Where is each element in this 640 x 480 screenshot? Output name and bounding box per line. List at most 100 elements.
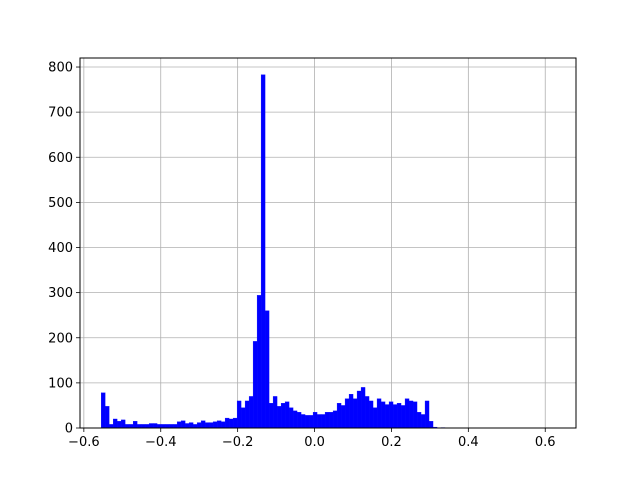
histogram-bar: [292, 410, 298, 429]
histogram-bar: [336, 403, 342, 429]
y-tick-label: 300: [48, 286, 73, 301]
histogram-bar: [184, 423, 190, 429]
histogram-bar: [216, 420, 222, 429]
histogram-bar: [196, 422, 202, 429]
histogram-bar: [232, 417, 238, 429]
plot-frame: [79, 57, 577, 429]
histogram-bar: [328, 412, 334, 429]
histogram-bar: [144, 424, 150, 429]
histogram-bar: [268, 403, 274, 429]
histogram-bar: [164, 424, 170, 429]
histogram-bars: [100, 74, 446, 429]
y-axis: 0 100 200 300 400 500 600 700 800: [48, 61, 80, 437]
histogram-bar: [100, 392, 106, 429]
plot-area: [80, 58, 576, 428]
histogram-bar: [304, 415, 310, 429]
x-tick-label: −0.4: [145, 435, 177, 450]
histogram-bar: [396, 403, 402, 429]
histogram-bar: [224, 417, 230, 429]
histogram-bar: [168, 424, 174, 429]
histogram-bar: [180, 420, 186, 429]
x-tick-label: 0.0: [304, 435, 325, 450]
histogram-bar: [252, 341, 258, 429]
histogram-bar: [344, 398, 350, 429]
histogram-bar: [240, 407, 246, 429]
histogram-bar: [296, 412, 302, 429]
histogram-bar: [104, 406, 110, 429]
histogram-bar: [400, 405, 406, 429]
histogram-bar: [152, 423, 158, 429]
y-tick-label: 600: [48, 151, 73, 166]
histogram-bar: [412, 401, 418, 429]
histogram-bar: [124, 424, 130, 429]
histogram-bar: [300, 414, 306, 429]
histogram-bar: [132, 421, 138, 429]
histogram-bar: [352, 398, 358, 429]
histogram-bar: [120, 419, 126, 429]
x-tick-label: 0.2: [381, 435, 402, 450]
histogram-bar: [404, 398, 410, 429]
histogram-bar: [288, 407, 294, 429]
histogram-bar: [388, 401, 394, 429]
histogram-bar: [284, 401, 290, 429]
histogram-bar: [264, 310, 270, 429]
histogram-bar: [176, 421, 182, 429]
histogram-bar: [316, 414, 322, 429]
histogram-bar: [320, 414, 326, 429]
x-tick-label: 0.4: [458, 435, 479, 450]
histogram-bar: [220, 421, 226, 429]
y-tick-label: 800: [48, 61, 73, 76]
histogram-bar: [420, 414, 426, 429]
histogram-bar: [136, 424, 142, 429]
x-tick-label: 0.6: [535, 435, 556, 450]
histogram-bar: [172, 424, 178, 429]
histogram-bar: [340, 405, 346, 429]
histogram-bar: [368, 400, 374, 429]
histogram-bar: [112, 418, 118, 429]
histogram-bar: [384, 404, 390, 429]
histogram-bar: [348, 394, 354, 429]
histogram-bar: [356, 390, 362, 429]
histogram-bar: [236, 400, 242, 429]
x-tick-label: −0.6: [68, 435, 100, 450]
histogram-bar: [380, 401, 386, 429]
y-tick-label: 400: [48, 241, 73, 256]
y-tick-label: 700: [48, 106, 73, 121]
histogram-bar: [324, 412, 330, 429]
histogram-bar: [244, 400, 250, 429]
x-tick-label: −0.2: [222, 435, 254, 450]
histogram-bar: [424, 400, 430, 429]
histogram-bar: [116, 421, 122, 429]
histogram-bar: [372, 407, 378, 429]
histogram-bar: [308, 415, 314, 429]
histogram-bar: [140, 424, 146, 429]
histogram-bar: [272, 396, 278, 429]
y-tick-label: 0: [65, 422, 73, 437]
histogram-bar: [156, 424, 162, 429]
y-tick-label: 100: [48, 376, 73, 391]
histogram-bar: [376, 398, 382, 429]
y-tick-label: 200: [48, 331, 73, 346]
histogram-bar: [188, 422, 194, 429]
histogram-bar: [128, 424, 134, 429]
histogram-bar: [204, 422, 210, 429]
histogram-bar: [200, 420, 206, 429]
histogram-bar: [108, 424, 114, 429]
histogram-bar: [280, 403, 286, 429]
histogram-bar: [260, 74, 266, 429]
histogram-bar: [408, 400, 414, 429]
histogram-bar: [360, 387, 366, 429]
histogram-bar: [148, 423, 154, 429]
histogram-bar: [256, 295, 262, 429]
histogram-bar: [332, 410, 338, 429]
histogram-bar: [192, 424, 198, 429]
histogram-bar: [312, 412, 318, 429]
x-axis: −0.6 −0.4 −0.2 0.0 0.2 0.4 0.6: [68, 428, 556, 450]
histogram-bar: [228, 418, 234, 429]
y-tick-label: 500: [48, 196, 73, 211]
histogram-bar: [364, 396, 370, 429]
histogram-bar: [160, 424, 166, 429]
histogram-bar: [276, 406, 282, 429]
histogram-bar: [428, 421, 434, 429]
